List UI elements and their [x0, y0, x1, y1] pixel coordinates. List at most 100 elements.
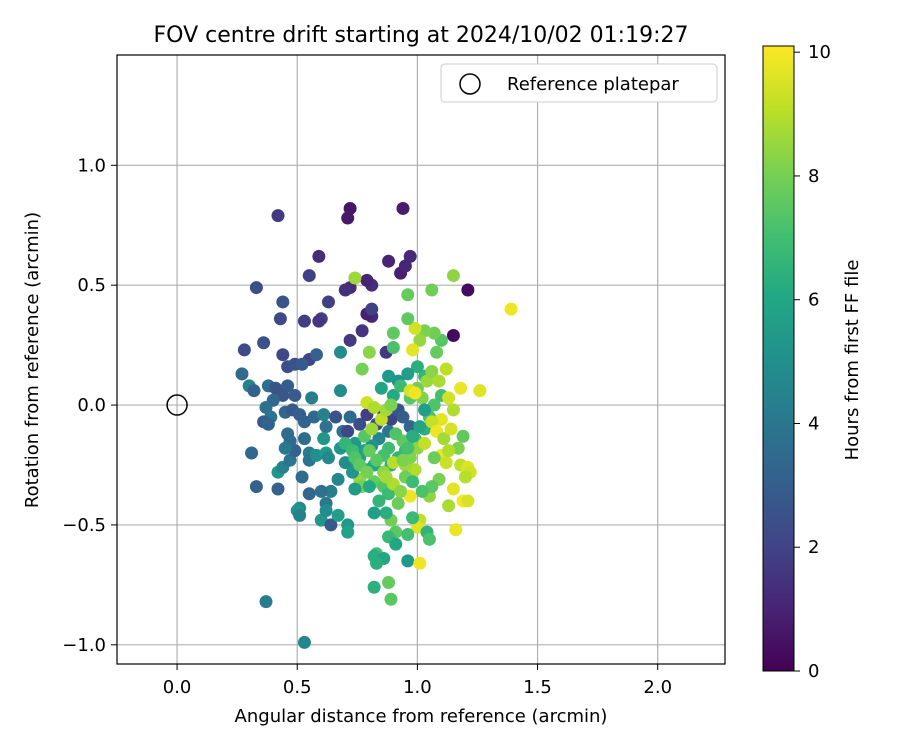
data-point	[249, 480, 263, 494]
data-point	[341, 211, 355, 225]
data-points	[235, 201, 518, 649]
data-point	[302, 269, 316, 283]
y-tick-label: 0.0	[77, 395, 106, 416]
data-point	[401, 367, 415, 381]
data-point	[379, 506, 393, 520]
data-point	[439, 362, 453, 376]
data-point	[446, 329, 460, 343]
data-point	[343, 410, 357, 424]
legend-box	[440, 63, 718, 103]
reference-marker-group	[166, 394, 188, 416]
data-point	[384, 592, 398, 606]
data-point	[401, 528, 415, 542]
data-point	[401, 441, 415, 455]
x-tick-label: 0.5	[283, 677, 312, 698]
data-point	[442, 444, 456, 458]
data-point	[458, 470, 472, 484]
data-point	[418, 403, 432, 417]
data-point	[362, 480, 376, 494]
data-point	[406, 475, 420, 489]
data-point	[355, 362, 369, 376]
data-point	[396, 410, 410, 424]
y-axis-ticks: −1.0 −0.5 0.0 0.5 1.0	[62, 155, 117, 656]
data-point	[408, 386, 422, 400]
data-point	[314, 513, 328, 527]
data-point	[425, 415, 439, 429]
data-point	[442, 391, 456, 405]
data-point	[437, 432, 451, 446]
data-point	[432, 374, 446, 388]
data-point	[382, 254, 396, 268]
data-point	[362, 345, 376, 359]
data-point	[386, 326, 400, 340]
data-point	[302, 487, 316, 501]
data-point	[398, 259, 412, 273]
data-point	[319, 420, 333, 434]
y-tick-label: 1.0	[77, 155, 106, 176]
data-point	[408, 321, 422, 335]
data-point	[425, 283, 439, 297]
data-point	[257, 336, 271, 350]
data-point	[297, 432, 311, 446]
data-point	[379, 470, 393, 484]
data-point	[420, 374, 434, 388]
data-point	[365, 422, 379, 436]
data-point	[295, 357, 309, 371]
data-point	[413, 420, 427, 434]
data-point	[271, 209, 285, 223]
data-point	[384, 398, 398, 412]
data-point	[456, 429, 470, 443]
data-point	[367, 400, 381, 414]
data-point	[425, 364, 439, 378]
colorbar-ticks: 0 2 4 6 8 10	[794, 42, 831, 682]
chart-title: FOV centre drift starting at 2024/10/02 …	[154, 23, 689, 48]
data-point	[324, 484, 338, 498]
x-tick-label: 1.5	[523, 677, 552, 698]
data-point	[370, 556, 384, 570]
data-point	[321, 295, 335, 309]
x-axis-label: Angular distance from reference (arcmin)	[235, 706, 608, 727]
data-point	[427, 451, 441, 465]
data-point	[295, 470, 309, 484]
data-point	[245, 446, 259, 460]
colorbar-gradient	[762, 45, 795, 672]
data-point	[408, 463, 422, 477]
data-point	[329, 410, 343, 424]
x-tick-label: 0.0	[163, 677, 192, 698]
data-point	[312, 249, 326, 263]
data-point	[374, 412, 388, 426]
grid-lines	[117, 55, 725, 664]
x-axis-ticks: 0.0 0.5 1.0 1.5 2.0	[163, 664, 672, 698]
data-point	[276, 348, 290, 362]
data-point	[367, 506, 381, 520]
data-point	[259, 595, 273, 609]
data-point	[333, 345, 347, 359]
data-point	[439, 456, 453, 470]
data-point	[317, 432, 331, 446]
data-point	[444, 422, 458, 436]
data-point	[504, 302, 518, 316]
data-point	[355, 324, 369, 338]
data-point	[403, 249, 417, 263]
data-point	[348, 482, 362, 496]
data-point	[370, 453, 384, 467]
data-point	[473, 384, 487, 398]
colorbar-tick-label: 4	[808, 413, 819, 434]
plot-frame	[116, 54, 726, 665]
data-point	[297, 314, 311, 328]
colorbar-tick-label: 10	[808, 42, 831, 63]
data-point	[348, 271, 362, 285]
data-point	[425, 480, 439, 494]
data-point	[401, 554, 415, 568]
data-point	[331, 508, 345, 522]
data-point	[360, 273, 374, 287]
data-point	[297, 635, 311, 649]
data-point	[406, 343, 420, 357]
data-point	[331, 472, 345, 486]
colorbar-tick-label: 0	[808, 661, 819, 682]
data-point	[312, 314, 326, 328]
data-point	[360, 465, 374, 479]
data-point	[281, 379, 295, 393]
